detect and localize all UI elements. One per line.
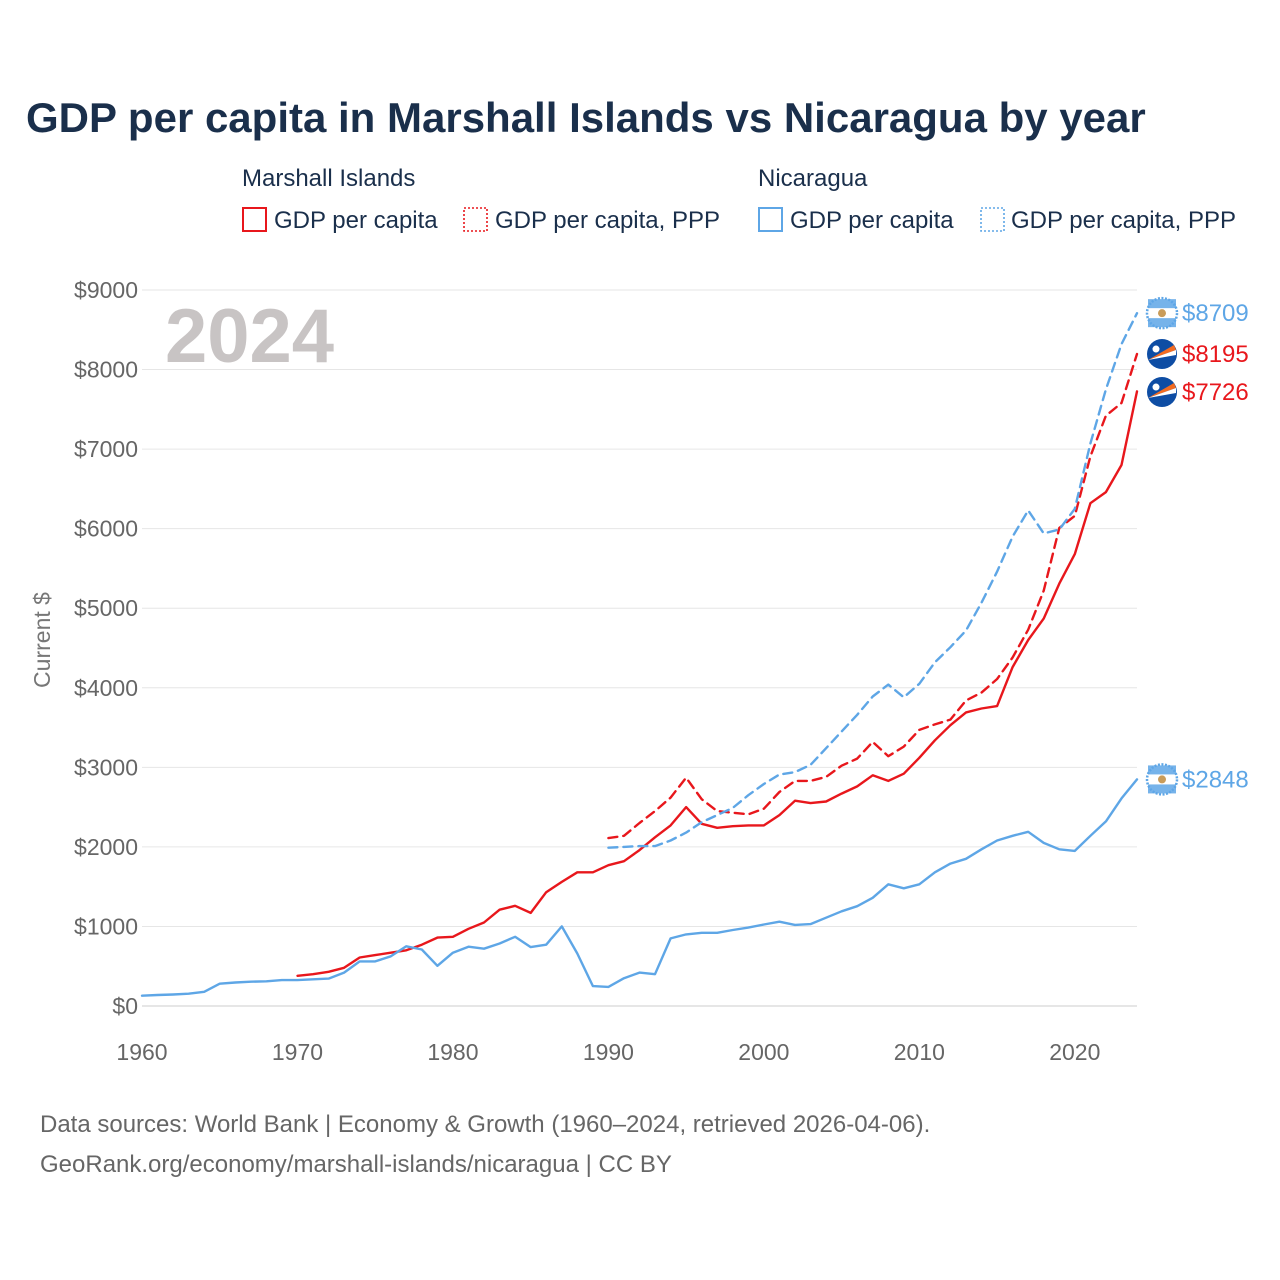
legend: Marshall Islands GDP per capita GDP per … xyxy=(242,165,1236,234)
y-tick-label: $0 xyxy=(112,993,138,1019)
legend-label-marshall-ppp: GDP per capita, PPP xyxy=(495,207,720,234)
y-tick-label: $5000 xyxy=(74,595,138,621)
legend-swatch-marshall-ppp xyxy=(463,207,488,232)
attribution-text: GeoRank.org/economy/marshall-islands/nic… xyxy=(40,1151,672,1178)
series-line-marshall-islands-gdp-per-capita xyxy=(296,390,1139,977)
nicaragua-flag-icon xyxy=(1145,296,1179,330)
y-tick-label: $2000 xyxy=(74,834,138,860)
y-tick-label: $6000 xyxy=(74,516,138,542)
y-tick-label: $8000 xyxy=(74,357,138,383)
end-label: $2848 xyxy=(1182,766,1249,793)
year-watermark: 2024 xyxy=(165,294,334,379)
marshall-islands-flag-icon xyxy=(1147,377,1177,408)
y-tick-label: $9000 xyxy=(74,277,138,303)
y-tick-label: $4000 xyxy=(74,675,138,701)
series-lines xyxy=(140,312,1139,997)
end-label: $7726 xyxy=(1182,379,1249,406)
chart-title: GDP per capita in Marshall Islands vs Ni… xyxy=(26,94,1146,141)
x-tick-label: 1980 xyxy=(427,1039,478,1065)
x-tick-label: 2000 xyxy=(738,1039,789,1065)
y-tick-label: $7000 xyxy=(74,436,138,462)
x-tick-label: 2020 xyxy=(1049,1039,1100,1065)
end-labels: $8709 $8195 $7726 $2848 xyxy=(1145,296,1249,796)
y-tick-label: $1000 xyxy=(74,913,138,939)
x-tick-label: 2010 xyxy=(894,1039,945,1065)
series-line-nicaragua-gdp-per-capita xyxy=(140,778,1139,997)
legend-group-nicaragua: Nicaragua xyxy=(758,165,868,192)
gridlines xyxy=(142,289,1137,1007)
x-tick-label: 1970 xyxy=(272,1039,323,1065)
legend-swatch-nicaragua-ppp xyxy=(980,207,1005,232)
legend-swatch-nicaragua-gdp xyxy=(758,207,783,232)
end-label: $8709 xyxy=(1182,300,1249,327)
nicaragua-flag-icon xyxy=(1145,763,1179,796)
legend-label-nicaragua-gdp: GDP per capita xyxy=(790,207,954,234)
series-line-nicaragua-gdp-per-capita-ppp xyxy=(607,312,1139,849)
y-axis-ticks: $0 $1000 $2000 $3000 $4000 $5000 $6000 $7000 $80… xyxy=(74,277,138,1019)
legend-swatch-marshall-gdp xyxy=(242,207,267,232)
end-label: $8195 xyxy=(1182,341,1249,368)
y-axis-title: Current $ xyxy=(29,592,55,688)
x-axis-ticks: 1960 1970 1980 1990 2000 2010 2020 xyxy=(116,1039,1100,1065)
legend-label-nicaragua-ppp: GDP per capita, PPP xyxy=(1011,207,1236,234)
x-tick-label: 1960 xyxy=(116,1039,167,1065)
x-tick-label: 1990 xyxy=(583,1039,634,1065)
legend-label-marshall-gdp: GDP per capita xyxy=(274,207,438,234)
legend-group-marshall-islands: Marshall Islands xyxy=(242,165,415,192)
series-line-marshall-islands-gdp-per-capita-ppp xyxy=(607,352,1139,840)
marshall-islands-flag-icon xyxy=(1147,339,1177,370)
y-tick-label: $3000 xyxy=(74,754,138,780)
data-source-text: Data sources: World Bank | Economy & Gro… xyxy=(40,1111,930,1138)
